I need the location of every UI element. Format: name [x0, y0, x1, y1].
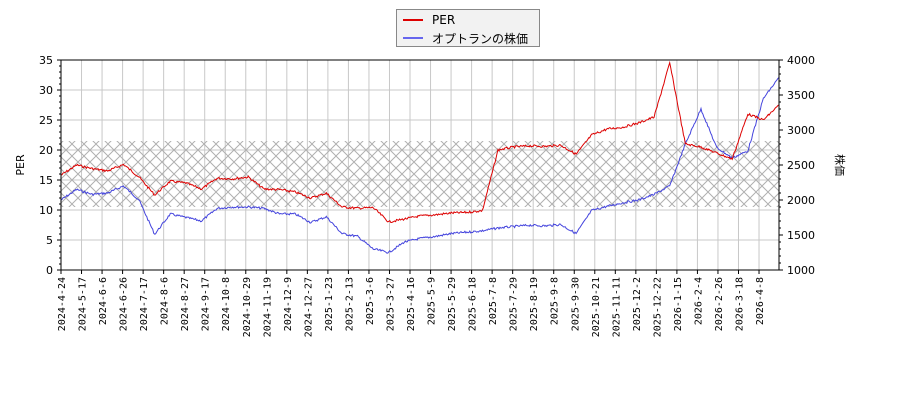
legend-label-per: PER: [432, 13, 456, 27]
x-tick-label: 2024-4-24: [57, 277, 68, 331]
left-tick-label: 30: [39, 84, 53, 97]
x-tick-label: 2025-2-13: [344, 277, 355, 331]
x-tick-label: 2024-6-26: [119, 277, 130, 331]
right-tick-label: 2500: [787, 159, 815, 172]
x-tick-label: 2024-10-29: [242, 277, 253, 337]
left-tick-label: 5: [46, 234, 53, 247]
x-tick-label: 2025-12-2: [632, 277, 643, 331]
x-tick-label: 2025-8-19: [529, 277, 540, 331]
left-tick-label: 10: [39, 204, 53, 217]
x-tick-label: 2026-1-15: [673, 277, 684, 331]
x-tick-label: 2024-12-9: [283, 277, 294, 331]
x-tick-label: 2024-11-19: [262, 277, 273, 337]
x-tick-label: 2025-3-6: [365, 277, 376, 325]
legend-item-price: オプトランの株価: [403, 30, 528, 46]
x-tick-label: 2024-9-17: [201, 277, 212, 331]
x-tick-label: 2025-3-27: [385, 277, 396, 331]
x-tick-label: 2026-2-26: [714, 277, 725, 331]
x-tick-label: 2024-8-6: [160, 277, 171, 325]
left-tick-label: 0: [46, 264, 53, 277]
left-tick-label: 20: [39, 144, 53, 157]
legend-swatch-per: [403, 19, 423, 21]
right-tick-label: 3500: [787, 89, 815, 102]
hatched-band: [61, 141, 779, 207]
x-tick-label: 2024-10-8: [221, 277, 232, 331]
legend-swatch-price: [403, 37, 423, 39]
x-tick-label: 2026-2-4: [693, 277, 704, 325]
right-tick-label: 1000: [787, 264, 815, 277]
right-tick-label: 4000: [787, 54, 815, 67]
x-tick-label: 2026-4-8: [755, 277, 766, 325]
x-tick-label: 2024-7-17: [139, 277, 150, 331]
x-tick-label: 2024-12-27: [303, 277, 314, 337]
x-tick-label: 2025-12-22: [652, 277, 663, 337]
x-tick-label: 2025-5-9: [427, 277, 438, 325]
x-tick-label: 2025-9-8: [550, 277, 561, 325]
left-tick-label: 25: [39, 114, 53, 127]
left-axis-label: PER: [14, 154, 27, 176]
x-tick-label: 2025-11-11: [611, 277, 622, 337]
x-tick-label: 2025-5-29: [447, 277, 458, 331]
x-tick-label: 2026-3-18: [734, 277, 745, 331]
x-tick-label: 2025-9-30: [570, 277, 581, 331]
x-tick-label: 2025-1-23: [324, 277, 335, 331]
per-line: [61, 60, 779, 224]
x-tick-label: 2024-5-17: [78, 277, 89, 331]
left-tick-label: 35: [39, 54, 53, 67]
left-y-axis: 0 5 10 15 20 25 30 35: [39, 54, 61, 277]
x-tick-label: 2024-6-6: [98, 277, 109, 325]
x-tick-label: 2025-7-29: [509, 277, 520, 331]
left-tick-label: 15: [39, 174, 53, 187]
right-axis-label: 株価: [833, 154, 847, 176]
right-tick-label: 1500: [787, 229, 815, 242]
right-tick-label: 2000: [787, 194, 815, 207]
price-line: [61, 77, 779, 254]
x-tick-label: 2025-10-21: [591, 277, 602, 337]
x-tick-label: 2025-4-16: [406, 277, 417, 331]
legend-label-price: オプトランの株価: [432, 31, 529, 46]
right-y-axis: 1000 1500 2000 2500 3000 3500 4000: [779, 54, 815, 277]
x-tick-label: 2025-6-18: [468, 277, 479, 331]
legend-item-per: PER: [403, 12, 455, 28]
x-tick-label: 2024-8-27: [180, 277, 191, 331]
x-tick-label: 2025-7-8: [488, 277, 499, 325]
x-axis: 2024-4-24 2024-5-17 2024-6-6 2024-6-26 2024-…: [57, 270, 766, 337]
right-tick-label: 3000: [787, 124, 815, 137]
legend: PER オプトランの株価: [396, 9, 540, 47]
